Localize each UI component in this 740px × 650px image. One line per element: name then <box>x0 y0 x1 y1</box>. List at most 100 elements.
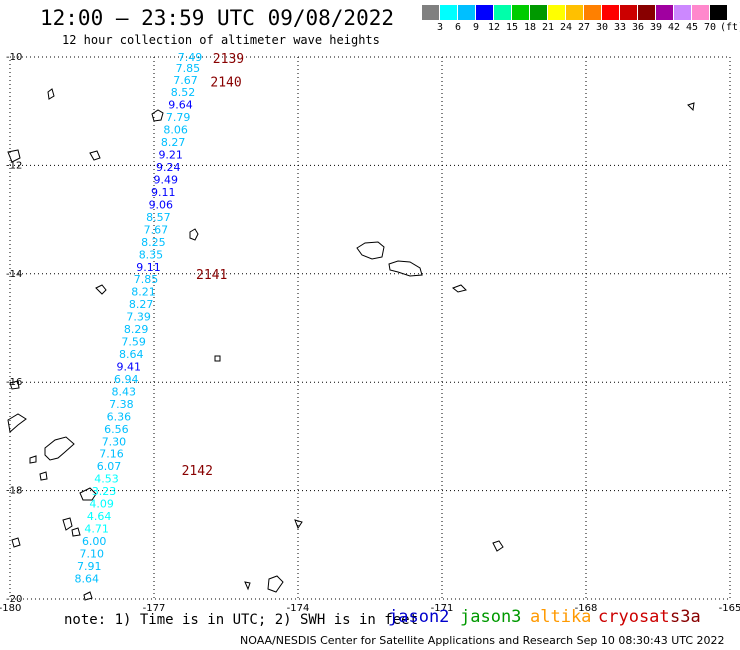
island-samoa-savaii <box>356 241 385 260</box>
legend-swatch <box>422 5 439 20</box>
island-small-18 <box>83 591 93 601</box>
lat-lon-grid <box>9 56 731 600</box>
wave-height-label: 6.00 <box>82 535 107 548</box>
legend-swatch <box>674 5 691 20</box>
satellite-jason3: jason3 <box>460 607 522 627</box>
wave-height-label: 8.27 <box>129 298 154 311</box>
wave-height-label: 8.25 <box>141 236 166 249</box>
wave-height-label: 9.06 <box>149 198 174 211</box>
legend-label: 21 <box>541 22 555 33</box>
y-tick-label: -14 <box>6 269 22 280</box>
wave-height-label: 3.23 <box>92 485 117 498</box>
wave-height-label: 8.64 <box>119 348 144 361</box>
wave-height-label: 6.07 <box>97 460 122 473</box>
legend-swatch <box>620 5 637 20</box>
legend-label: 27 <box>577 22 591 33</box>
island-small-6 <box>7 149 21 163</box>
wave-height-label: 8.06 <box>163 124 188 137</box>
legend-label: 12 <box>487 22 501 33</box>
island-small-2 <box>452 284 467 293</box>
wave-height-label: 8.35 <box>139 248 164 261</box>
wave-height-label: 7.85 <box>134 273 159 286</box>
legend-label: 6 <box>454 22 462 33</box>
legend-label: 24 <box>559 22 573 33</box>
legend-swatch <box>584 5 601 20</box>
wave-height-label: 8.43 <box>112 385 137 398</box>
legend-swatch <box>710 5 727 20</box>
island-small-13 <box>214 355 221 362</box>
island-small-11 <box>244 581 251 591</box>
credit-line: NOAA/NESDIS Center for Satellite Applica… <box>240 634 725 647</box>
island-futuna <box>151 109 164 122</box>
island-small-3 <box>492 540 504 552</box>
legend-label: 15 <box>505 22 519 33</box>
wave-height-label: 4.09 <box>89 498 114 511</box>
island-small-8 <box>62 517 73 531</box>
legend-label: 9 <box>472 22 480 33</box>
island-small-4 <box>47 88 55 100</box>
island-small-10 <box>267 575 284 593</box>
wave-height-label: 7.59 <box>121 336 146 349</box>
wave-height-label: 8.57 <box>146 211 171 224</box>
x-tick-label: -171 <box>431 603 454 614</box>
legend-swatch <box>566 5 583 20</box>
satellite-cryosat: cryosat <box>598 607 670 627</box>
wave-height-label: 9.49 <box>154 173 179 186</box>
wave-height-label: 4.53 <box>94 473 119 486</box>
wave-height-label: 8.64 <box>75 572 100 585</box>
wave-height-label: 6.94 <box>114 373 139 386</box>
island-small-9 <box>11 537 21 548</box>
track-time-label: 2141 <box>196 268 227 283</box>
wave-height-label: 7.38 <box>109 398 134 411</box>
wave-height-label: 9.11 <box>151 186 176 199</box>
wave-height-label: 7.30 <box>102 435 127 448</box>
footer-note: note: 1) Time is in UTC; 2) SWH is in fe… <box>64 612 419 628</box>
island-samoa-upolu <box>388 260 423 277</box>
track-time-label: 2142 <box>182 464 213 479</box>
island-small-16 <box>39 471 48 481</box>
wave-height-label: 7.85 <box>176 62 201 75</box>
island-small-14 <box>294 519 303 530</box>
wave-height-label: 7.49 <box>178 51 203 64</box>
legend-label: 18 <box>523 22 537 33</box>
legend-swatch <box>494 5 511 20</box>
satellite-s3a: s3a <box>670 607 701 627</box>
island-small-5 <box>89 150 101 161</box>
wave-height-label: 8.21 <box>131 286 156 299</box>
wave-height-label: 8.29 <box>124 323 149 336</box>
wave-height-label: 7.16 <box>99 448 124 461</box>
wave-height-label: 9.11 <box>136 261 161 274</box>
wave-height-label: 4.64 <box>87 510 112 523</box>
wave-height-label: 9.24 <box>156 161 181 174</box>
wave-height-label: 9.64 <box>168 99 193 112</box>
y-tick-label: -12 <box>6 160 22 171</box>
track-time-labels: 2139 2140 2141 2142 <box>182 52 245 479</box>
legend-label: 36 <box>631 22 645 33</box>
island-wallis <box>189 228 199 241</box>
x-tick-label: -174 <box>287 603 310 614</box>
y-tick-label: -20 <box>6 594 22 605</box>
legend-swatch <box>638 5 655 20</box>
island-fiji-lau <box>79 487 97 501</box>
wave-height-label: 9.21 <box>158 149 183 162</box>
legend-label: 33 <box>613 22 627 33</box>
x-tick-label: -177 <box>143 603 166 614</box>
legend-unit: (ft) <box>719 22 740 33</box>
legend-swatch <box>548 5 565 20</box>
legend-swatch <box>530 5 547 20</box>
wave-height-label: 6.56 <box>104 423 129 436</box>
island-small-1 <box>95 284 107 295</box>
map-subtitle: 12 hour collection of altimeter wave hei… <box>62 33 380 47</box>
axis-ticks: -180 -177 -174 -171 -168 -165 -10 -12 -14 -16 -18 -… <box>0 52 740 614</box>
x-tick-label: -168 <box>575 603 598 614</box>
wave-height-label: 7.10 <box>79 547 104 560</box>
legend-swatch <box>476 5 493 20</box>
legend-swatch <box>512 5 529 20</box>
x-tick-label: -180 <box>0 603 21 614</box>
wave-height-label: 7.79 <box>166 111 191 124</box>
island-fiji-north <box>7 413 27 433</box>
island-fiji-vanua-levu <box>44 436 75 461</box>
legend-label: 30 <box>595 22 609 33</box>
legend-swatch <box>656 5 673 20</box>
